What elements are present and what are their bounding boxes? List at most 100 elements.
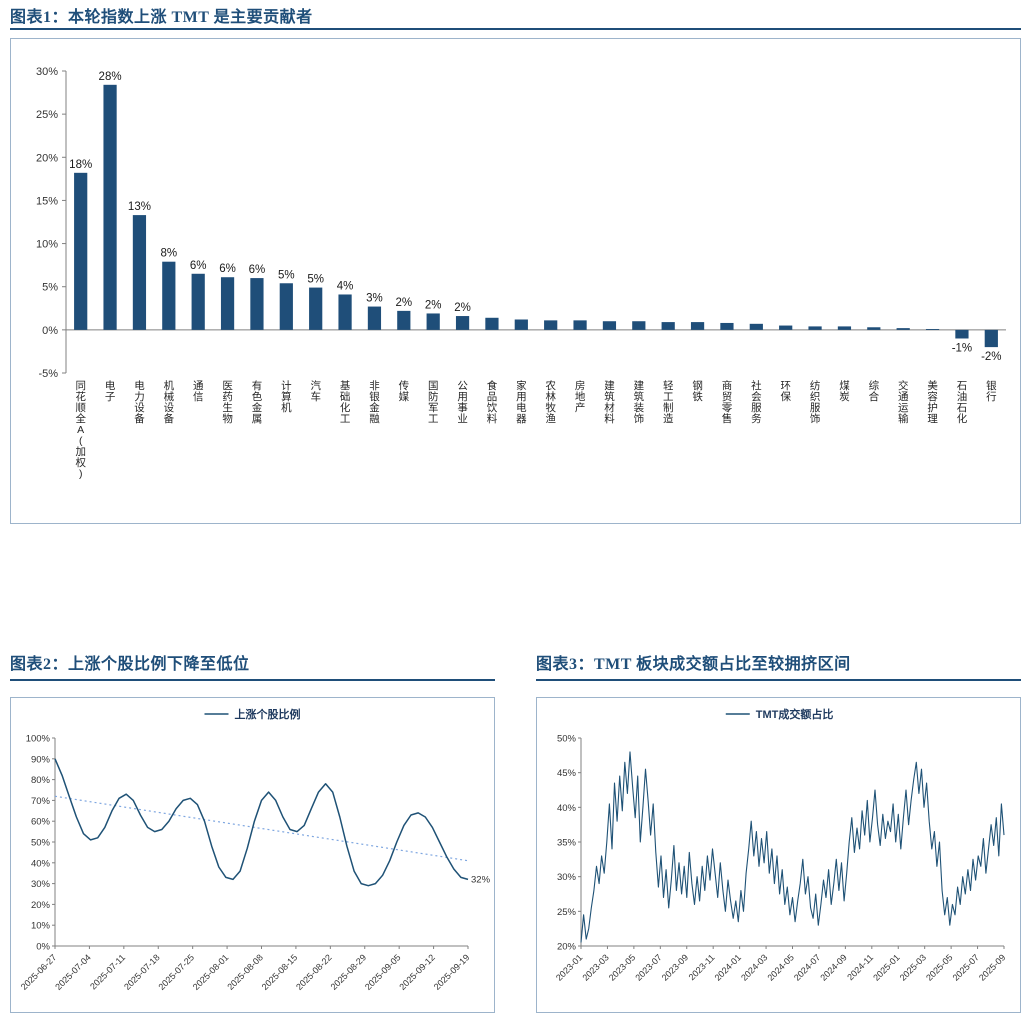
svg-text:建筑装饰: 建筑装饰 <box>634 379 645 425</box>
figure2-title: 图表2：上涨个股比例下降至低位 <box>10 656 250 673</box>
svg-text:10%: 10% <box>36 239 58 251</box>
svg-text:6%: 6% <box>249 264 266 276</box>
x-tick-labels: 2025-06-272025-07-042025-07-112025-07-18… <box>19 946 472 992</box>
svg-text:25%: 25% <box>557 907 577 918</box>
svg-text:电子: 电子 <box>105 379 116 403</box>
svg-text:2025-05: 2025-05 <box>924 952 954 982</box>
svg-text:综合: 综合 <box>869 379 880 403</box>
svg-text:2%: 2% <box>454 302 471 314</box>
svg-text:汽车: 汽车 <box>310 379 321 403</box>
svg-text:美容护理: 美容护理 <box>927 379 938 425</box>
figure1-bar-chart: -5% 0% 5% 10% 15% 20% 25% 30% 18% 28% 13% 8% 6% 6% 6% 5… <box>36 66 1006 480</box>
svg-text:环保: 环保 <box>780 380 791 403</box>
svg-text:10%: 10% <box>31 921 51 932</box>
legend: TMT成交额占比 <box>725 707 833 721</box>
svg-text:2025-07-18: 2025-07-18 <box>122 952 162 992</box>
bars <box>74 84 998 348</box>
svg-text:2025-09-05: 2025-09-05 <box>363 952 403 992</box>
svg-text:20%: 20% <box>31 900 51 911</box>
figure2-title-rule <box>10 679 495 681</box>
svg-text:20%: 20% <box>36 152 58 164</box>
svg-text:交通运输: 交通运输 <box>898 379 909 425</box>
svg-text:2025-09-12: 2025-09-12 <box>397 952 437 992</box>
axes: 0% 10% 20% 30% 40% 50% 60% 70% 80% 90% 100% <box>26 734 468 953</box>
svg-text:45%: 45% <box>557 768 577 779</box>
svg-text:2025-07-25: 2025-07-25 <box>156 952 196 992</box>
svg-text:2025-03: 2025-03 <box>898 952 928 982</box>
svg-text:2%: 2% <box>425 299 442 311</box>
figure2-line-chart: 上涨个股比例 0% 10% 20% 30% 40% 50% 60% 70% 80% 90% 100% 2… <box>19 707 491 992</box>
svg-text:非银金融: 非银金融 <box>369 380 380 425</box>
svg-text:28%: 28% <box>99 71 122 83</box>
svg-text:公用事业: 公用事业 <box>457 380 468 425</box>
svg-text:国防军工: 国防军工 <box>428 380 439 425</box>
y-axis: -5% 0% 5% 10% 15% 20% 25% 30% <box>36 66 67 380</box>
figure3-chart-box: TMT成交额占比 20% 25% 30% 35% 40% 45% 50% 2023-01 2023… <box>536 697 1021 1013</box>
svg-text:2025-08-29: 2025-08-29 <box>329 952 369 992</box>
svg-text:上涨个股比例: 上涨个股比例 <box>235 707 301 721</box>
svg-text:2024-01: 2024-01 <box>713 952 743 982</box>
svg-text:-5%: -5% <box>38 368 58 380</box>
figure3-line-chart: TMT成交额占比20%25%30%35%40%45%50%2023-012023… <box>554 707 1007 983</box>
svg-text:煤炭: 煤炭 <box>839 379 850 403</box>
svg-text:银行: 银行 <box>986 379 997 403</box>
svg-text:2023-05: 2023-05 <box>607 952 637 982</box>
svg-text:农林牧渔: 农林牧渔 <box>545 379 556 425</box>
category-labels: 同花顺全 A (加权) 电子 电力设备 机械设备 通信 医药生物 有色金属 计算机 汽车 基础化工 非银… <box>75 379 997 480</box>
svg-text:50%: 50% <box>557 734 577 745</box>
svg-text:2025-08-15: 2025-08-15 <box>260 952 300 992</box>
x-tick-labels: 2023-012023-032023-052023-072023-092023-… <box>554 946 1007 983</box>
svg-text:5%: 5% <box>278 269 295 281</box>
svg-text:4%: 4% <box>337 280 354 292</box>
svg-text:医药生物: 医药生物 <box>222 380 233 425</box>
svg-text:商贸零售: 商贸零售 <box>722 379 733 425</box>
svg-text:0%: 0% <box>36 942 50 953</box>
svg-text:计算机: 计算机 <box>281 379 292 414</box>
figure2-chart-box: 上涨个股比例 0% 10% 20% 30% 40% 50% 60% 70% 80% 90% 100% 2… <box>10 697 495 1013</box>
legend: 上涨个股比例 <box>204 707 301 721</box>
figure3-title-rule <box>536 679 1021 681</box>
svg-text:石油石化: 石油石化 <box>957 380 968 425</box>
svg-text:轻工制造: 轻工制造 <box>663 379 674 425</box>
svg-text:80%: 80% <box>31 775 51 786</box>
svg-text:2025-06-27: 2025-06-27 <box>19 952 59 992</box>
svg-text:基础化工: 基础化工 <box>340 379 351 425</box>
svg-text:2025-01: 2025-01 <box>871 952 901 982</box>
svg-text:-2%: -2% <box>981 351 1001 363</box>
series-line <box>580 751 1005 943</box>
svg-text:通信: 通信 <box>193 380 204 403</box>
svg-text:13%: 13% <box>128 201 151 213</box>
svg-text:30%: 30% <box>557 872 577 883</box>
svg-text:2023-01: 2023-01 <box>554 952 584 982</box>
svg-text:2025-08-08: 2025-08-08 <box>225 952 265 992</box>
svg-text:30%: 30% <box>31 879 51 890</box>
svg-text:3%: 3% <box>366 293 383 305</box>
svg-text:25%: 25% <box>36 109 58 121</box>
figure1-title: 图表1：本轮指数上涨 TMT 是主要贡献者 <box>10 9 313 26</box>
svg-text:传媒: 传媒 <box>399 380 410 403</box>
svg-text:纺织服饰: 纺织服饰 <box>810 379 821 425</box>
svg-text:2024-07: 2024-07 <box>792 952 822 982</box>
svg-text:房地产: 房地产 <box>575 379 586 414</box>
svg-text:40%: 40% <box>31 858 51 869</box>
svg-text:0%: 0% <box>42 325 58 337</box>
svg-text:2025-08-01: 2025-08-01 <box>191 952 231 992</box>
svg-text:2%: 2% <box>396 297 413 309</box>
svg-text:5%: 5% <box>307 274 324 286</box>
svg-text:2023-09: 2023-09 <box>660 952 690 982</box>
axes: 20% 25% 30% 35% 40% 45% 50% <box>557 734 1004 953</box>
svg-text:-1%: -1% <box>952 342 972 354</box>
svg-text:2023-03: 2023-03 <box>580 952 610 982</box>
svg-text:电力设备: 电力设备 <box>134 379 145 425</box>
svg-text:2023-07: 2023-07 <box>633 952 663 982</box>
svg-text:2024-05: 2024-05 <box>765 952 795 982</box>
svg-text:30%: 30% <box>36 66 58 78</box>
svg-text:2025-07: 2025-07 <box>951 952 981 982</box>
figure3-title: 图表3：TMT 板块成交额占比至较拥挤区间 <box>536 656 851 673</box>
svg-text:2025-09-19: 2025-09-19 <box>432 952 472 992</box>
svg-text:40%: 40% <box>557 803 577 814</box>
svg-text:35%: 35% <box>557 838 577 849</box>
trend-line <box>54 795 469 862</box>
svg-text:90%: 90% <box>31 754 51 765</box>
